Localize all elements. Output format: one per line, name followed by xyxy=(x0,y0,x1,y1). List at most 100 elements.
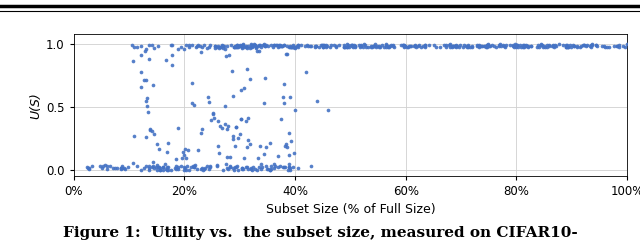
Point xyxy=(247,168,257,172)
Point xyxy=(193,148,204,152)
Point xyxy=(144,168,154,172)
Point xyxy=(541,43,552,47)
Point xyxy=(95,164,106,168)
Point xyxy=(284,45,294,49)
Point xyxy=(228,168,239,172)
Point xyxy=(484,44,494,48)
Point xyxy=(269,43,279,47)
Point xyxy=(410,44,420,48)
Point xyxy=(495,42,505,46)
Point xyxy=(139,78,149,82)
Point xyxy=(220,122,230,126)
Point xyxy=(176,164,186,168)
Point xyxy=(445,42,455,46)
Point xyxy=(204,167,214,171)
Point xyxy=(318,46,328,49)
Point xyxy=(147,43,157,47)
Point xyxy=(243,165,253,169)
Point xyxy=(286,45,296,49)
Point xyxy=(147,129,157,133)
Point xyxy=(196,166,207,170)
Point xyxy=(284,153,294,157)
Point xyxy=(189,165,200,169)
Point xyxy=(586,43,596,47)
Point xyxy=(339,45,349,49)
Point xyxy=(265,168,275,172)
Point xyxy=(199,43,209,47)
Point xyxy=(447,45,458,49)
Point xyxy=(499,44,509,48)
Point xyxy=(220,54,230,58)
Point xyxy=(83,166,93,170)
Point xyxy=(285,44,296,48)
Point xyxy=(540,45,550,49)
Point xyxy=(505,43,515,47)
Point xyxy=(259,42,269,46)
Point xyxy=(500,45,511,49)
Point xyxy=(512,43,522,47)
Point xyxy=(187,101,197,105)
Point xyxy=(360,43,371,47)
Point xyxy=(215,45,225,49)
Point xyxy=(347,44,357,48)
Point xyxy=(284,162,294,166)
Point xyxy=(310,44,321,48)
Point xyxy=(572,44,582,48)
Point xyxy=(214,151,225,155)
Point xyxy=(536,43,546,47)
Point xyxy=(260,45,270,49)
Point xyxy=(388,44,398,48)
Point xyxy=(525,44,536,48)
Point xyxy=(404,44,415,48)
Point xyxy=(618,44,628,48)
Point xyxy=(127,43,137,47)
Point xyxy=(266,167,276,171)
Point xyxy=(410,43,420,47)
Point xyxy=(157,165,168,169)
Point xyxy=(534,45,544,49)
Point xyxy=(128,161,138,165)
Point xyxy=(148,83,158,87)
Point xyxy=(220,105,230,109)
Point xyxy=(565,43,575,47)
Point xyxy=(522,45,532,49)
Point xyxy=(334,43,344,47)
Point xyxy=(217,44,227,48)
Point xyxy=(452,44,462,48)
Point xyxy=(414,43,424,47)
Point xyxy=(237,45,248,49)
Point xyxy=(221,44,232,48)
Point xyxy=(515,45,525,49)
Point xyxy=(173,126,183,130)
Point xyxy=(587,43,597,47)
Point xyxy=(166,43,177,47)
Point xyxy=(158,165,168,169)
Point xyxy=(173,167,183,171)
Point xyxy=(237,44,247,48)
Point xyxy=(614,43,624,47)
Point xyxy=(381,43,391,47)
Point xyxy=(519,45,529,49)
Point xyxy=(141,164,151,168)
Point xyxy=(227,69,237,73)
Point xyxy=(188,164,198,168)
Point xyxy=(154,147,164,151)
Point xyxy=(261,164,271,168)
Point xyxy=(369,44,379,48)
Point xyxy=(591,44,602,48)
Point xyxy=(511,43,521,47)
Point xyxy=(404,44,414,48)
Point xyxy=(246,166,256,170)
Point xyxy=(492,45,502,49)
Point xyxy=(245,77,255,81)
Point xyxy=(292,45,303,49)
Point xyxy=(379,45,389,49)
Point xyxy=(155,166,165,170)
Point xyxy=(141,135,151,139)
Point xyxy=(321,43,332,47)
Point xyxy=(97,166,108,170)
Point xyxy=(511,45,522,49)
Point xyxy=(285,95,296,99)
Point xyxy=(136,53,147,57)
Point xyxy=(287,45,297,49)
